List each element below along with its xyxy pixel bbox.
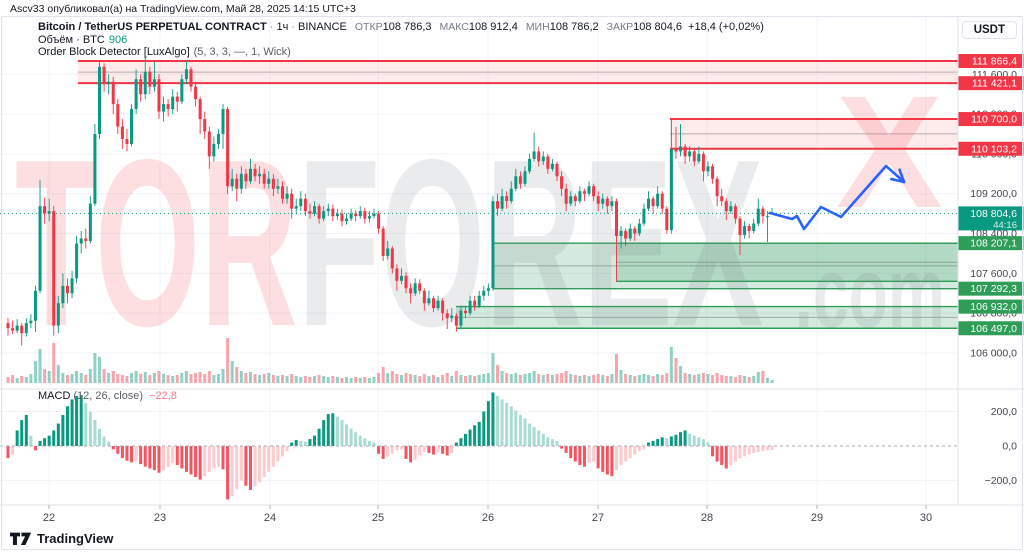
pane-separators [0,17,1024,506]
svg-text:106 000,0: 106 000,0 [970,348,1017,360]
svg-text:X: X [836,62,943,241]
tradingview-icon [10,532,32,545]
svg-text:29: 29 [811,512,823,524]
svg-text:26: 26 [482,512,494,524]
svg-text:109 200,0: 109 200,0 [970,188,1017,200]
high-value: 108 912,4 [468,21,518,33]
svg-text:22: 22 [43,512,55,524]
open-label: ОТКР [354,21,383,33]
interval-label[interactable]: 1ч [276,21,289,33]
svg-text:0,0: 0,0 [1002,441,1017,453]
svg-text:111 866,4: 111 866,4 [972,56,1017,68]
close-label: ЗАКР [606,21,634,33]
arrow-drawing[interactable] [768,164,906,231]
svg-text:24: 24 [264,512,276,524]
time-axis-labels: 22 23 24 25 26 27 28 29 30 [43,505,932,524]
indicator-row[interactable]: Order Block Detector [LuxAlgo] (5, 3, 3, … [38,46,764,59]
price-axis[interactable] [958,17,1024,505]
svg-text:108 207,1: 108 207,1 [970,238,1017,250]
close-value: 108 804,6 [633,21,683,33]
svg-text:106 932,0: 106 932,0 [970,301,1017,313]
macd-name[interactable]: MACD [38,390,71,402]
exchange-label[interactable]: BINANCE [297,21,347,33]
svg-text:44:16: 44:16 [993,220,1017,231]
macd-row[interactable]: MACD (12, 26, close) −22,8 [38,390,177,402]
svg-text:106 497,0: 106 497,0 [970,323,1017,335]
tradingview-logo-link[interactable]: TradingView [10,531,113,546]
symbol-title[interactable]: Bitcoin / TetherUS PERPETUAL CONTRACT [38,21,267,33]
order-block-zones [78,60,958,329]
macd-value: −22,8 [149,390,177,402]
macd-params: (12, 26, close) [73,390,144,402]
svg-text:27: 27 [592,512,604,524]
open-value: 108 786,3 [382,21,432,33]
svg-text:110 103,2: 110 103,2 [971,143,1017,155]
svg-text:28: 28 [701,512,713,524]
volume-value: 906 [108,33,128,46]
svg-text:.com: .com [795,237,945,349]
svg-text:25: 25 [372,512,384,524]
current-price-label: 108 804,644:16 [958,206,1024,231]
svg-text:110 700,0: 110 700,0 [971,114,1017,126]
svg-text:108 804,6: 108 804,6 [970,208,1017,220]
currency-toggle-button[interactable]: USDT [961,21,1017,39]
change-value: +18,4 (+0,02%) [688,21,764,33]
tradingview-logo-text: TradingView [37,531,114,546]
macd-layer [6,392,774,500]
volume-label: Объём · BTC [38,33,105,46]
time-axis[interactable] [0,505,958,529]
svg-text:107 292,3: 107 292,3 [970,283,1017,295]
svg-text:−200,0: −200,0 [985,475,1018,487]
price-label-boxes: 111 866,4 111 421,1 110 700,0 110 103,2 108 … [958,54,1024,336]
svg-text:30: 30 [920,512,932,524]
svg-text:107 600,0: 107 600,0 [970,268,1017,280]
chart-legend[interactable]: Bitcoin / TetherUS PERPETUAL CONTRACT · 1ч… [38,21,764,59]
svg-text:23: 23 [154,512,166,524]
publish-caption: Ascv33 опубликовал(а) на TradingView.com… [10,3,356,15]
candles-layer [6,56,774,346]
low-value: 108 786,2 [549,21,599,33]
volume-row[interactable]: Объём · BTC 906 [38,34,764,47]
low-label: МИН [525,21,550,33]
grid-layer [0,17,958,505]
indicator-params: (5, 3, 3, —, 1, Wick) [193,46,291,58]
high-label: МАКС [439,21,469,33]
symbol-row[interactable]: Bitcoin / TetherUS PERPETUAL CONTRACT · 1ч… [38,21,764,33]
indicator-name[interactable]: Order Block Detector [LuxAlgo] [38,46,190,58]
volume-layer [6,338,774,383]
svg-text:200,0: 200,0 [991,406,1017,418]
svg-text:111 421,1: 111 421,1 [972,78,1017,90]
